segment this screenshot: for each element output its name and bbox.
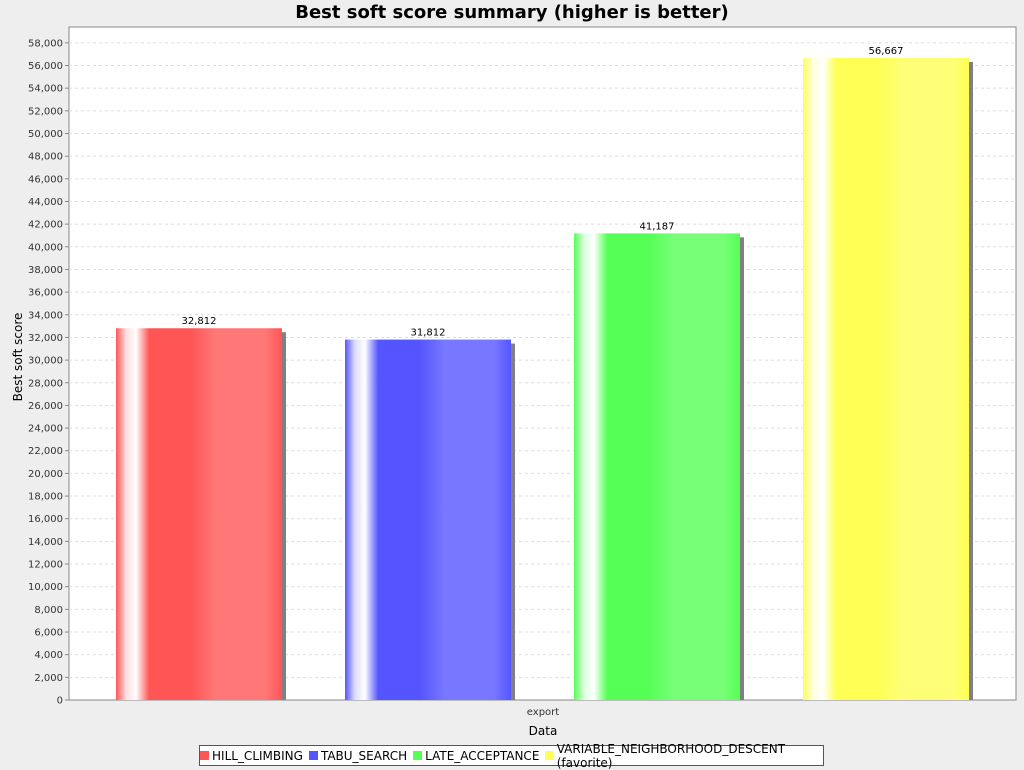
y-axis-label: Best soft score [11, 313, 25, 402]
y-tick-label: 46,000 [28, 174, 63, 185]
bar-value-label: 31,812 [411, 328, 446, 339]
y-tick-label: 58,000 [28, 38, 63, 49]
y-tick-label: 6,000 [34, 628, 63, 639]
y-tick-label: 14,000 [28, 537, 63, 548]
legend-item: HILL_CLIMBING [200, 749, 303, 763]
y-tick-label: 32,000 [28, 333, 63, 344]
y-tick-label: 12,000 [28, 560, 63, 571]
y-tick-label: 42,000 [28, 220, 63, 231]
bar-value-label: 32,812 [182, 316, 217, 327]
y-tick-label: 10,000 [28, 582, 63, 593]
legend-label: VARIABLE_NEIGHBORHOOD_DESCENT (favorite) [556, 741, 786, 770]
bar [116, 328, 282, 700]
y-tick-label: 28,000 [28, 378, 63, 389]
y-tick-label: 0 [57, 696, 63, 707]
y-tick-label: 34,000 [28, 310, 63, 321]
y-tick-label: 44,000 [28, 197, 63, 208]
bar [574, 233, 740, 701]
y-tick-label: 38,000 [28, 265, 63, 276]
chart-title: Best soft score summary (higher is bette… [295, 2, 729, 23]
y-tick-label: 16,000 [28, 514, 63, 525]
y-axis: 0 2,000 4,000 6,000 8,000 10,000 12,000 14,000 1… [28, 38, 69, 707]
category-label: export [527, 707, 559, 718]
y-tick-label: 52,000 [28, 106, 63, 117]
y-tick-label: 4,000 [34, 650, 63, 661]
y-tick-label: 24,000 [28, 424, 63, 435]
legend-item: LATE_ACCEPTANCE [413, 749, 539, 763]
y-tick-label: 18,000 [28, 492, 63, 503]
legend-item: TABU_SEARCH [308, 748, 408, 763]
y-tick-label: 30,000 [28, 356, 63, 367]
legend-swatch [413, 751, 423, 760]
y-tick-label: 40,000 [28, 242, 63, 253]
bar-value-label: 41,187 [640, 221, 675, 232]
legend-label: LATE_ACCEPTANCE [425, 748, 540, 763]
y-tick-label: 2,000 [34, 673, 63, 684]
legend-swatch [308, 751, 318, 760]
y-tick-label: 20,000 [28, 469, 63, 480]
y-tick-label: 56,000 [28, 61, 63, 72]
legend-swatch [545, 751, 554, 760]
bars: 32,812 31,812 41,187 56,667 [116, 46, 973, 701]
legend-item: VARIABLE_NEIGHBORHOOD_DESCENT (favorite) [545, 742, 823, 770]
legend-label: HILL_CLIMBING [212, 748, 303, 763]
x-axis-label: Data [529, 724, 558, 738]
y-tick-label: 26,000 [28, 401, 63, 412]
y-tick-label: 8,000 [34, 605, 63, 616]
y-tick-label: 48,000 [28, 152, 63, 163]
y-tick-label: 22,000 [28, 446, 63, 457]
legend-label: TABU_SEARCH [320, 748, 408, 763]
y-tick-label: 36,000 [28, 288, 63, 299]
y-tick-label: 54,000 [28, 84, 63, 95]
y-tick-label: 50,000 [28, 129, 63, 140]
legend-swatch [200, 751, 209, 760]
legend: HILL_CLIMBING TABU_SEARCH LATE_ACCEPTANCE V… [199, 742, 824, 770]
bar-value-label: 56,667 [869, 46, 904, 57]
bar [803, 57, 969, 701]
bar [345, 339, 511, 700]
